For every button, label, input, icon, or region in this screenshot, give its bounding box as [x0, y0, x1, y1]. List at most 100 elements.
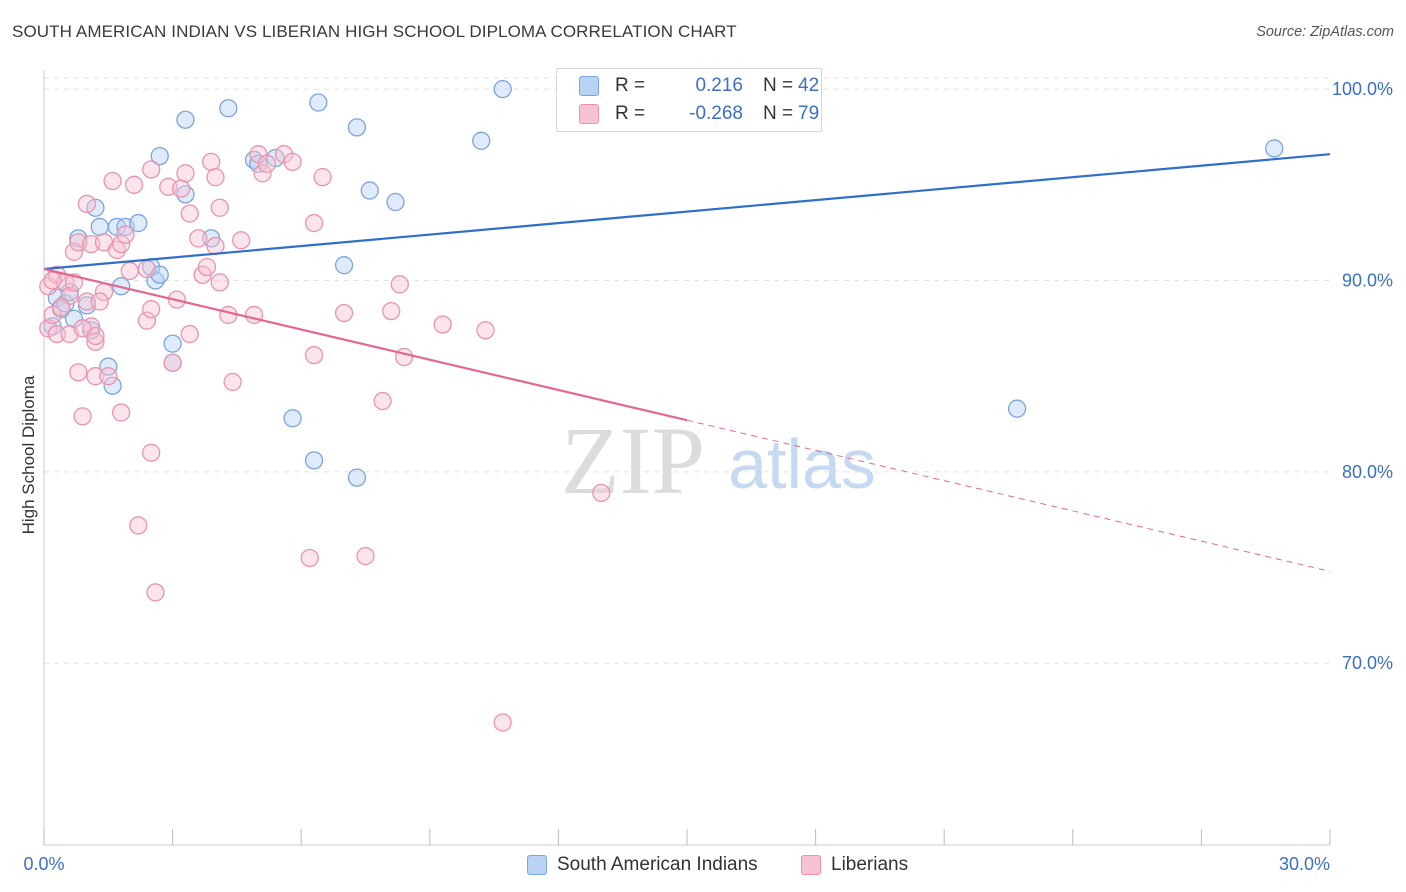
data-point — [206, 168, 225, 187]
data-point — [120, 261, 139, 281]
data-point — [210, 198, 229, 217]
data-point — [150, 146, 169, 166]
data-point — [197, 257, 217, 277]
data-point — [334, 303, 354, 323]
data-point — [180, 204, 199, 223]
data-point — [300, 548, 319, 568]
legend-item-liberians[interactable]: Liberians — [801, 852, 908, 878]
r-label: R = — [615, 75, 646, 96]
data-point — [163, 353, 182, 372]
blue-swatch — [579, 76, 599, 96]
data-point — [176, 164, 195, 183]
data-point — [73, 407, 92, 426]
data-point — [283, 409, 302, 428]
series-liberians — [39, 145, 611, 732]
watermark: ZIP atlas — [561, 407, 876, 514]
data-point — [232, 231, 251, 250]
blue-swatch — [527, 855, 547, 875]
pink-swatch — [579, 104, 599, 124]
trend-line — [43, 267, 688, 422]
data-point — [73, 319, 92, 338]
data-point — [386, 192, 405, 212]
data-point — [180, 324, 199, 344]
data-point — [86, 332, 105, 351]
data-point — [219, 305, 238, 325]
n-label: N = — [763, 103, 794, 124]
data-point — [163, 334, 182, 353]
x-ticks — [43, 829, 1331, 845]
y-tick-label: 70.0% — [1342, 653, 1393, 673]
data-point — [77, 292, 97, 311]
r-value: -0.268 — [689, 103, 743, 124]
r-value: 0.216 — [695, 75, 743, 96]
data-point — [210, 273, 229, 292]
data-point — [223, 372, 242, 392]
data-point — [304, 451, 324, 470]
y-axis-label: High School Diploma — [19, 375, 38, 534]
data-point — [433, 315, 452, 334]
legend-label: South American Indians — [557, 854, 758, 875]
stats-legend: R = 0.216 N = 42 R = -0.268 N = 79 — [556, 68, 822, 132]
x-tick-label-min: 0.0% — [23, 854, 64, 874]
data-point — [137, 311, 157, 330]
watermark-zip: ZIP — [561, 407, 705, 514]
n-value: 79 — [798, 103, 820, 124]
data-point — [202, 152, 221, 172]
data-point — [129, 516, 148, 535]
x-tick-label-max: 30.0% — [1279, 854, 1330, 874]
y-tick-label: 90.0% — [1342, 270, 1393, 290]
data-point — [176, 110, 195, 129]
data-point — [253, 164, 272, 183]
data-point — [99, 357, 118, 376]
y-tick-label: 80.0% — [1342, 462, 1393, 482]
data-point — [334, 256, 354, 275]
data-point — [1007, 399, 1027, 418]
pink-swatch — [801, 855, 821, 875]
data-point — [142, 443, 161, 462]
data-point — [493, 79, 512, 99]
data-point — [206, 236, 225, 256]
data-point — [382, 301, 401, 321]
data-point — [90, 292, 109, 311]
data-point — [347, 468, 367, 487]
data-point — [476, 321, 495, 340]
data-point — [124, 175, 144, 194]
data-point — [51, 298, 71, 317]
data-point — [99, 367, 118, 386]
data-point — [47, 324, 67, 344]
data-point — [1265, 139, 1284, 158]
data-point — [142, 160, 161, 179]
data-point — [172, 179, 191, 198]
legend-label: Liberians — [831, 854, 909, 875]
data-point — [77, 194, 97, 214]
trend-lines — [43, 153, 1331, 572]
data-point — [472, 131, 491, 150]
legend-item-south-american-indians[interactable]: South American Indians — [527, 852, 758, 878]
data-point — [64, 242, 84, 261]
data-point — [394, 347, 414, 367]
data-point — [116, 225, 135, 244]
data-point — [493, 713, 512, 732]
data-point — [103, 376, 122, 395]
data-point — [189, 229, 208, 248]
data-point — [304, 345, 324, 365]
data-point — [137, 259, 157, 279]
data-point — [360, 181, 379, 200]
data-point — [146, 583, 165, 602]
data-point — [313, 168, 332, 187]
data-point — [283, 152, 302, 172]
data-point — [90, 217, 109, 237]
data-point — [112, 234, 131, 254]
data-point — [43, 271, 62, 290]
chart-title: SOUTH AMERICAN INDIAN VS LIBERIAN HIGH S… — [12, 22, 737, 41]
data-point — [373, 391, 392, 411]
data-point — [86, 198, 105, 217]
data-point — [592, 483, 611, 503]
r-label: R = — [615, 103, 646, 124]
watermark-atlas: atlas — [728, 425, 876, 503]
y-tick-label: 100.0% — [1332, 79, 1393, 99]
n-label: N = — [763, 75, 794, 96]
data-point — [112, 403, 131, 422]
data-point — [390, 275, 409, 294]
